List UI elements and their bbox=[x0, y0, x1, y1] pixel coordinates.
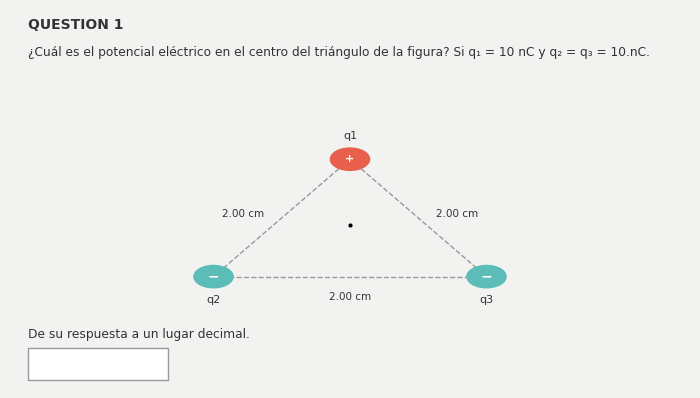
Text: q3: q3 bbox=[480, 295, 494, 305]
FancyBboxPatch shape bbox=[28, 348, 168, 380]
Text: q1: q1 bbox=[343, 131, 357, 141]
Text: ¿Cuál es el potencial eléctrico en el centro del triángulo de la figura? Si q₁ =: ¿Cuál es el potencial eléctrico en el ce… bbox=[28, 46, 650, 59]
Text: −: − bbox=[208, 269, 219, 284]
Text: −: − bbox=[481, 269, 492, 284]
Circle shape bbox=[330, 148, 370, 170]
Text: QUESTION 1: QUESTION 1 bbox=[28, 18, 123, 32]
Circle shape bbox=[194, 265, 233, 288]
Text: q2: q2 bbox=[206, 295, 220, 305]
Text: 2.00 cm: 2.00 cm bbox=[329, 291, 371, 302]
Text: +: + bbox=[345, 154, 355, 164]
Text: 2.00 cm: 2.00 cm bbox=[435, 209, 478, 219]
Text: 2.00 cm: 2.00 cm bbox=[222, 209, 265, 219]
Circle shape bbox=[467, 265, 506, 288]
Text: De su respuesta a un lugar decimal.: De su respuesta a un lugar decimal. bbox=[28, 328, 250, 341]
